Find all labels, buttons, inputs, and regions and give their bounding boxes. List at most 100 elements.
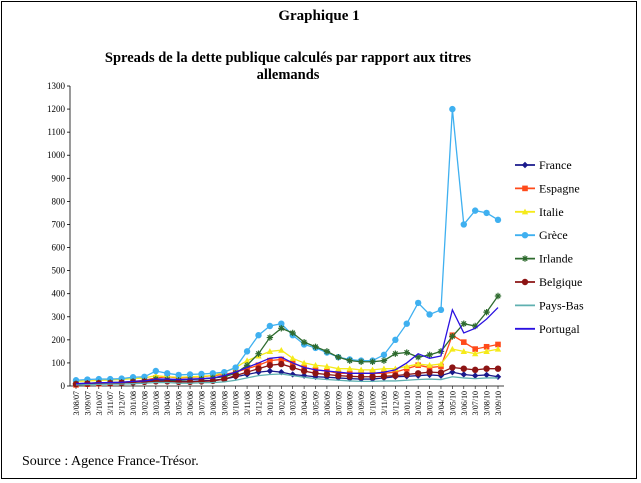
chart-title-line1: Spreads de la dette publique calculés pa… xyxy=(105,50,472,66)
data-point-irlande xyxy=(357,358,365,365)
data-point-italie xyxy=(426,362,433,368)
x-tick-label: 3/11/09 xyxy=(380,391,389,415)
data-point-italie xyxy=(471,350,479,357)
data-point-espagne xyxy=(495,341,501,348)
chart-axes: 0 100 200 300 400 500 600 700 800 900 1000 1100 1200… xyxy=(47,81,504,415)
legend-item-irlande: Irlande xyxy=(515,252,573,266)
data-point-espagne xyxy=(460,339,467,345)
data-point-irlande xyxy=(483,308,490,316)
data-point-belgique xyxy=(232,372,239,379)
data-point-gr-ce xyxy=(449,105,456,113)
data-point-belgique xyxy=(357,373,365,380)
legend-item-italie: Italie xyxy=(515,205,564,219)
data-point-irlande xyxy=(426,351,433,359)
data-point-italie xyxy=(494,345,502,352)
data-point-italie xyxy=(357,366,365,373)
data-point-belgique xyxy=(255,365,262,372)
data-point-irlande xyxy=(369,358,376,365)
legend-label-gr-ce: Grèce xyxy=(539,228,568,242)
x-tick-label: 3/03/09 xyxy=(289,391,298,415)
data-point-gr-ce xyxy=(380,351,388,359)
data-point-gr-ce xyxy=(186,371,194,378)
data-point-gr-ce xyxy=(129,374,137,381)
data-point-italie xyxy=(312,362,319,368)
series-line-gr-ce xyxy=(75,109,499,381)
y-tick-label: 700 xyxy=(52,219,66,229)
y-tick-label: 200 xyxy=(52,335,66,345)
data-point-gr-ce xyxy=(243,348,251,355)
data-point-italie xyxy=(414,360,422,367)
data-point-belgique xyxy=(426,368,433,376)
series-portugal xyxy=(75,307,499,385)
x-tick-label: 3/04/10 xyxy=(437,391,446,415)
legend-item-gr-ce: Grèce xyxy=(515,228,568,242)
data-point-belgique xyxy=(243,368,251,376)
data-point-gr-ce xyxy=(414,299,422,307)
data-point-espagne xyxy=(267,357,273,364)
data-point-belgique xyxy=(221,375,228,383)
data-point-france xyxy=(460,371,467,378)
data-point-italie xyxy=(335,365,342,372)
x-tick-label: 3/12/09 xyxy=(391,391,400,415)
series-italie xyxy=(72,345,502,384)
legend-marker-irlande xyxy=(521,255,529,262)
data-point-belgique xyxy=(460,365,467,372)
y-tick-label: 600 xyxy=(52,243,66,253)
data-point-irlande xyxy=(437,348,445,355)
legend-label-portugal: Portugal xyxy=(539,322,580,336)
data-point-belgique xyxy=(312,370,319,377)
x-tick-label: 3/06/10 xyxy=(460,391,469,415)
data-point-irlande xyxy=(449,333,456,340)
data-point-gr-ce xyxy=(255,332,262,339)
data-point-espagne xyxy=(278,356,285,363)
x-tick-label: 3/12/07 xyxy=(118,391,127,415)
x-tick-label: 3/09/07 xyxy=(83,391,92,415)
y-tick-label: 300 xyxy=(52,312,66,322)
y-tick-label: 1200 xyxy=(47,104,66,114)
data-point-gr-ce xyxy=(141,373,148,380)
legend-marker-gr-ce xyxy=(521,232,529,239)
data-point-belgique xyxy=(141,378,148,386)
x-tick-label: 3/08/07 xyxy=(72,391,81,415)
x-tick-label: 3/06/08 xyxy=(186,391,195,415)
data-point-espagne xyxy=(244,365,250,372)
data-point-france xyxy=(266,367,274,375)
y-tick-label: 900 xyxy=(52,173,66,183)
data-point-belgique xyxy=(392,372,399,379)
legend-item-portugal: Portugal xyxy=(515,322,580,336)
x-tick-label: 3/01/09 xyxy=(266,391,275,415)
data-point-belgique xyxy=(437,369,445,376)
series-gr-ce xyxy=(72,105,502,384)
x-tick-label: 3/10/07 xyxy=(95,391,104,415)
x-tick-label: 3/07/09 xyxy=(334,391,343,415)
y-tick-label: 1000 xyxy=(47,150,66,160)
data-point-gr-ce xyxy=(403,320,410,327)
x-tick-label: 3/10/09 xyxy=(369,391,378,415)
data-point-gr-ce xyxy=(175,371,182,379)
x-tick-label: 3/02/09 xyxy=(277,391,286,415)
data-point-irlande xyxy=(323,348,331,355)
x-tick-label: 3/02/10 xyxy=(414,391,423,415)
data-point-gr-ce xyxy=(426,311,433,318)
data-point-irlande xyxy=(346,357,353,364)
data-point-italie xyxy=(243,357,251,364)
x-tick-label: 3/06/09 xyxy=(323,391,332,415)
x-tick-label: 3/08/10 xyxy=(483,391,492,415)
data-point-belgique xyxy=(266,362,274,369)
legend-label-italie: Italie xyxy=(539,205,564,219)
legend-label-espagne: Espagne xyxy=(539,181,580,195)
data-point-belgique xyxy=(129,379,137,386)
data-point-irlande xyxy=(300,338,308,346)
x-tick-label: 3/11/07 xyxy=(106,391,115,415)
legend-marker-italie xyxy=(521,208,529,215)
data-point-irlande xyxy=(414,353,422,361)
legend-label-pays-bas: Pays-Bas xyxy=(539,298,584,312)
data-point-gr-ce xyxy=(437,306,445,314)
y-tick-label: 800 xyxy=(52,196,66,206)
x-tick-label: 3/12/08 xyxy=(254,391,263,415)
data-point-gr-ce xyxy=(392,336,399,344)
data-point-gr-ce xyxy=(494,216,502,224)
x-tick-label: 3/02/08 xyxy=(140,391,149,415)
data-point-italie xyxy=(460,348,467,354)
data-point-irlande xyxy=(460,320,467,327)
